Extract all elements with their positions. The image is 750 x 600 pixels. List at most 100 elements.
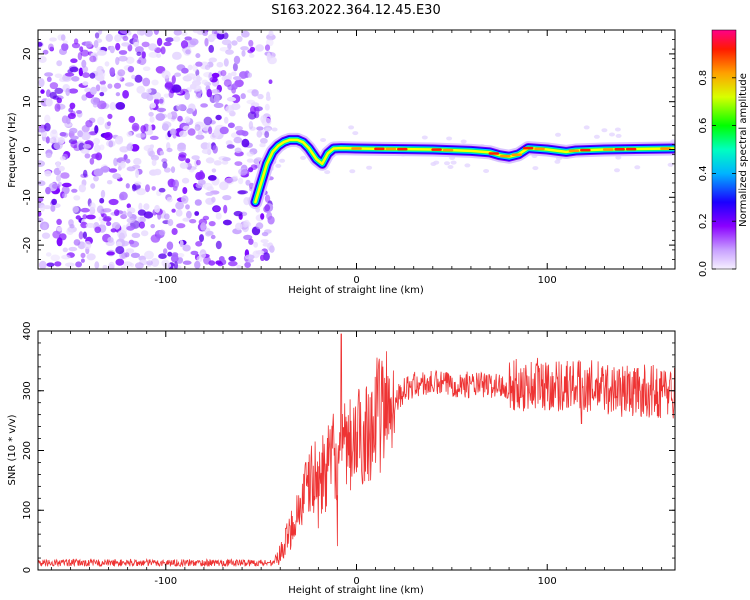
noise-blob bbox=[120, 240, 129, 247]
noise-blob bbox=[223, 58, 229, 67]
noise-blob bbox=[240, 46, 249, 51]
noise-blob bbox=[75, 261, 82, 268]
noise-blob bbox=[182, 187, 188, 194]
noise-blob bbox=[117, 69, 126, 77]
noise-blob bbox=[216, 61, 224, 68]
noise-blob bbox=[208, 221, 216, 227]
noise-blob bbox=[100, 84, 106, 89]
noise-blob bbox=[70, 135, 79, 140]
noise-blob bbox=[80, 258, 85, 263]
noise-blob bbox=[69, 224, 75, 229]
noise-blob bbox=[208, 126, 213, 135]
noise-blob bbox=[213, 206, 221, 212]
snr-ytick-label: 400 bbox=[22, 321, 33, 340]
noise-blob bbox=[190, 250, 199, 256]
noise-blob bbox=[93, 144, 101, 153]
noise-blob bbox=[147, 124, 153, 133]
noise-blob bbox=[216, 30, 227, 35]
noise-blob bbox=[186, 73, 196, 79]
noise-blob bbox=[108, 140, 114, 148]
noise-blob bbox=[222, 219, 232, 226]
noise-blob bbox=[76, 110, 82, 114]
noise-blob bbox=[251, 89, 259, 97]
noise-blob bbox=[177, 115, 183, 122]
noise-blob bbox=[109, 102, 117, 111]
noise-blob bbox=[211, 72, 220, 78]
noise-blob bbox=[119, 30, 130, 34]
noise-blob bbox=[142, 66, 151, 71]
noise-blob bbox=[130, 252, 140, 258]
noise-blob bbox=[94, 125, 99, 134]
noise-blob bbox=[56, 60, 63, 67]
noise-blob bbox=[228, 260, 238, 267]
snr-xlabel: Height of straight line (km) bbox=[288, 585, 424, 596]
noise-blob bbox=[219, 181, 229, 191]
noise-blob bbox=[200, 103, 209, 108]
noise-blob bbox=[221, 160, 229, 165]
noise-blob bbox=[168, 90, 174, 99]
noise-blob bbox=[143, 203, 150, 211]
noise-blob bbox=[148, 51, 159, 58]
noise-blob bbox=[320, 138, 327, 142]
noise-blob bbox=[99, 144, 105, 151]
snr-xtick-label: -100 bbox=[154, 576, 177, 587]
noise-blob bbox=[158, 229, 166, 236]
noise-blob bbox=[221, 39, 232, 46]
noise-blob bbox=[42, 49, 49, 55]
noise-blob bbox=[106, 221, 112, 226]
noise-blob bbox=[256, 126, 264, 131]
noise-blob bbox=[115, 56, 120, 66]
noise-blob bbox=[163, 41, 172, 47]
noise-blob bbox=[62, 40, 68, 45]
noise-blob bbox=[189, 219, 197, 224]
noise-blob bbox=[45, 98, 53, 107]
noise-blob bbox=[136, 51, 142, 56]
noise-blob bbox=[151, 159, 157, 166]
noise-blob bbox=[206, 230, 214, 236]
noise-blob bbox=[233, 55, 241, 65]
spectrogram-ytick-label: 20 bbox=[22, 48, 33, 61]
noise-blob bbox=[609, 132, 615, 137]
noise-blob bbox=[122, 210, 127, 217]
spectrogram-ytick-label: -10 bbox=[22, 189, 33, 205]
noise-blob bbox=[161, 123, 169, 131]
noise-blob bbox=[137, 209, 146, 216]
noise-blob bbox=[126, 166, 136, 172]
noise-blob bbox=[167, 218, 174, 227]
noise-blob bbox=[444, 161, 450, 166]
noise-blob bbox=[153, 30, 160, 35]
noise-blob bbox=[141, 51, 146, 59]
noise-blob bbox=[115, 258, 125, 266]
noise-blob bbox=[105, 33, 114, 42]
noise-blob bbox=[62, 247, 68, 253]
noise-blob bbox=[240, 93, 246, 100]
noise-blob bbox=[212, 145, 218, 154]
noise-blob bbox=[115, 102, 126, 110]
noise-blob bbox=[208, 44, 214, 53]
noise-blob bbox=[70, 58, 78, 63]
noise-blob bbox=[94, 261, 100, 269]
noise-blob bbox=[167, 112, 173, 120]
noise-blob bbox=[177, 253, 185, 258]
noise-blob bbox=[46, 262, 55, 267]
noise-blob bbox=[235, 222, 243, 231]
noise-blob bbox=[125, 56, 135, 64]
noise-blob bbox=[554, 159, 561, 164]
noise-blob bbox=[42, 223, 48, 231]
noise-blob bbox=[64, 122, 72, 127]
noise-blob bbox=[226, 96, 237, 102]
noise-blob bbox=[184, 36, 192, 41]
noise-blob bbox=[232, 62, 238, 72]
noise-blob bbox=[460, 139, 467, 144]
noise-blob bbox=[241, 138, 250, 148]
noise-blob bbox=[260, 137, 268, 144]
noise-blob bbox=[84, 87, 92, 93]
noise-blob bbox=[59, 132, 67, 137]
colorbar-label: Normalized spectral amplitude bbox=[738, 73, 749, 227]
noise-blob bbox=[49, 82, 59, 90]
noise-blob bbox=[122, 35, 129, 42]
noise-blob bbox=[269, 245, 275, 253]
noise-blob bbox=[261, 117, 272, 127]
noise-blob bbox=[96, 38, 103, 43]
